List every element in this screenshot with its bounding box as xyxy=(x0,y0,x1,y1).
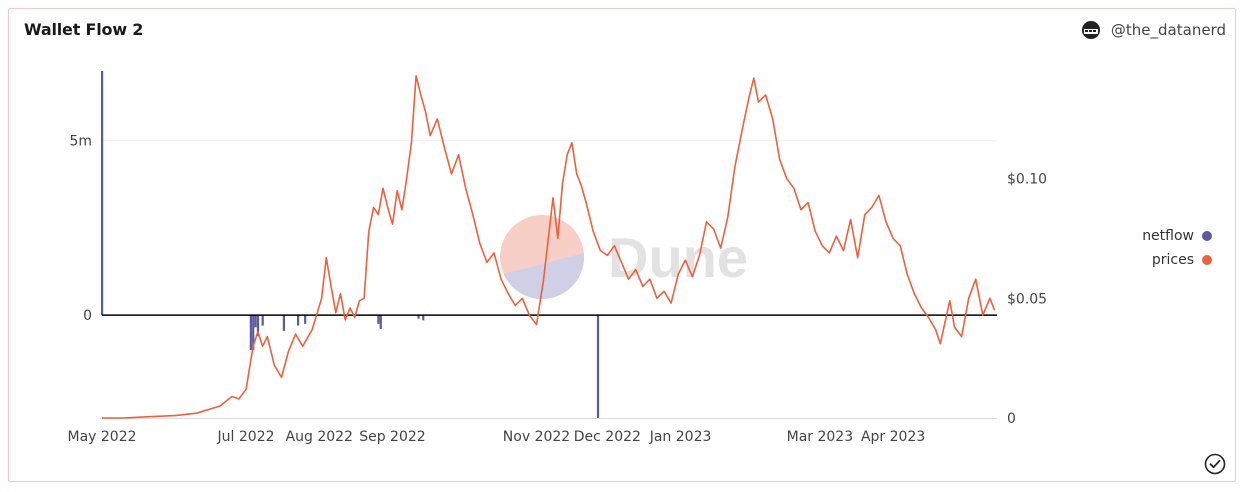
netflow-bar xyxy=(379,315,382,330)
x-axis-tick-label: Aug 2022 xyxy=(286,429,353,445)
netflow-bar xyxy=(422,315,425,321)
netflow-bar xyxy=(261,315,264,326)
netflow-bar xyxy=(249,315,252,350)
netflow-bar xyxy=(417,315,420,319)
left-axis-tick-label: 5m xyxy=(69,134,92,150)
check-circle-icon[interactable] xyxy=(1204,453,1226,475)
author-badge[interactable]: @the_datanerd xyxy=(1081,20,1226,40)
avatar-icon xyxy=(1081,21,1100,39)
axis-labels: 0 5m 0 $0.05 $0.10 May 2022 Jul 2022 Aug 2022 Se… xyxy=(67,134,1047,445)
legend-dot-prices xyxy=(1202,255,1212,265)
legend-label-prices: prices xyxy=(1151,252,1194,268)
netflow-bar xyxy=(304,315,307,324)
netflow-bar xyxy=(282,315,286,331)
netflow-bar xyxy=(252,315,255,350)
right-axis-tick-label: $0.05 xyxy=(1007,291,1047,307)
x-axis-tick-label: May 2022 xyxy=(67,429,136,445)
right-axis-tick-label: $0.10 xyxy=(1007,172,1047,188)
x-axis-tick-label: Sep 2022 xyxy=(359,429,425,445)
x-axis-tick-label: Dec 2022 xyxy=(574,429,641,445)
prices-line-layer xyxy=(102,75,996,419)
netflow-bars xyxy=(101,71,600,418)
netflow-bar xyxy=(297,315,300,326)
legend-dot-netflow xyxy=(1202,231,1212,241)
netflow-bar xyxy=(377,315,380,324)
netflow-bar xyxy=(101,71,104,316)
chart-title: Wallet Flow 2 xyxy=(24,20,144,39)
right-axis-tick-label: 0 xyxy=(1007,411,1016,427)
left-axis-tick-label: 0 xyxy=(83,308,92,324)
legend: netflow prices xyxy=(1100,224,1212,272)
x-axis-tick-label: Jul 2022 xyxy=(217,429,275,445)
legend-item-prices[interactable]: prices xyxy=(1100,248,1212,272)
netflow-bar xyxy=(254,315,257,328)
legend-label-netflow: netflow xyxy=(1142,228,1194,244)
zero-line-layer xyxy=(102,314,997,419)
prices-line xyxy=(102,75,996,419)
x-axis-tick-label: Jan 2023 xyxy=(649,429,712,445)
dune-logo-icon xyxy=(500,215,584,299)
legend-item-netflow[interactable]: netflow xyxy=(1100,224,1212,248)
x-axis-tick-label: Nov 2022 xyxy=(503,429,570,445)
x-axis-tick-label: Mar 2023 xyxy=(787,429,854,445)
author-handle: @the_datanerd xyxy=(1110,21,1226,39)
x-axis-tick-label: Apr 2023 xyxy=(861,429,925,445)
netflow-bar xyxy=(596,315,600,418)
chart-card xyxy=(8,8,1236,482)
netflow-bar xyxy=(256,315,260,337)
